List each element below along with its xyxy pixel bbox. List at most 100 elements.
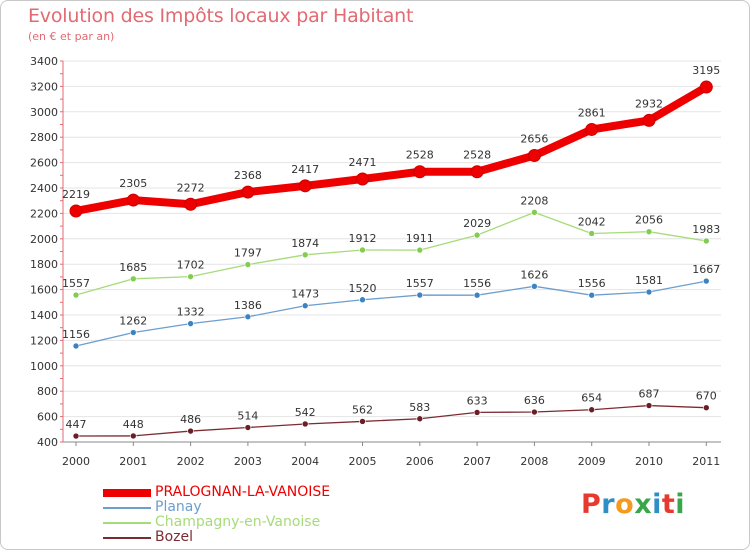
data-point (72, 432, 80, 440)
data-label: 1797 (234, 247, 262, 260)
y-tick-label: 2800 (30, 131, 58, 144)
data-label: 1685 (119, 261, 147, 274)
x-tick-label: 2000 (62, 455, 90, 468)
data-point (187, 273, 194, 280)
data-point (588, 291, 596, 299)
data-label: 2056 (635, 214, 663, 227)
data-point (699, 80, 713, 94)
data-label: 583 (409, 401, 430, 414)
data-point (187, 427, 194, 435)
data-point (645, 288, 653, 296)
data-label: 2528 (406, 149, 434, 162)
data-label: 670 (696, 390, 717, 403)
data-point (588, 230, 596, 237)
data-label: 447 (66, 418, 87, 431)
logo-letter: t (661, 489, 676, 520)
series-line-champagny-en-vanoise (75, 211, 707, 296)
data-label: 2305 (119, 177, 147, 190)
legend-item: Bozel (103, 529, 403, 545)
logo-letter: x (634, 489, 653, 520)
data-point (126, 193, 140, 207)
data-label: 687 (639, 388, 660, 401)
data-label: 636 (524, 394, 545, 407)
data-labels: 447 448 486 514 542 562 583 633 636 654 687 670 1557… (62, 64, 720, 431)
y-tick-label: 3400 (30, 55, 58, 68)
x-tick-label: 2006 (406, 455, 434, 468)
y-tick-label: 3000 (30, 106, 58, 119)
series-line-planay (75, 280, 707, 347)
x-tick-label: 2005 (349, 455, 377, 468)
x-tick-label: 2009 (578, 455, 606, 468)
x-tick-label: 2010 (635, 455, 663, 468)
data-point (473, 409, 481, 416)
data-label: 2417 (291, 163, 319, 176)
data-point (301, 420, 309, 428)
series-lines (69, 80, 713, 440)
data-label: 654 (581, 392, 602, 405)
data-point (702, 237, 710, 245)
legend: PRALOGNAN-LA-VANOISE Planay Champagny-en-V… (103, 484, 403, 545)
data-label: 1911 (406, 232, 434, 245)
data-label: 2861 (578, 106, 606, 119)
legend-label: Bozel (155, 529, 194, 545)
data-label: 1332 (177, 306, 205, 319)
axes: 400 600 800 1000 1200 1400 1600 1800 2000 2200 240… (30, 55, 721, 468)
y-tick-label: 2200 (30, 207, 58, 220)
data-point (130, 329, 137, 336)
data-label: 1983 (692, 223, 720, 236)
legend-item: PRALOGNAN-LA-VANOISE (103, 484, 403, 500)
data-label: 1557 (62, 277, 90, 290)
y-tick-label: 1600 (30, 284, 58, 297)
data-label: 2368 (234, 169, 262, 182)
data-label: 2272 (177, 181, 205, 194)
data-label: 2471 (349, 156, 377, 169)
proxiti-logo: Proxiti (581, 489, 685, 520)
data-label: 3195 (692, 64, 720, 77)
data-label: 1156 (62, 328, 90, 341)
y-tick-label: 1800 (30, 258, 58, 271)
data-label: 514 (237, 410, 258, 423)
data-point (356, 172, 369, 186)
data-point (473, 291, 481, 299)
data-label: 1667 (692, 263, 720, 276)
data-label: 1702 (177, 259, 205, 272)
y-tick-label: 1000 (30, 360, 58, 373)
data-point (531, 282, 538, 290)
x-tick-label: 2011 (692, 455, 720, 468)
y-tick-label: 2000 (30, 233, 58, 246)
data-point (130, 275, 137, 283)
data-label: 2208 (520, 194, 548, 207)
legend-label: Champagny-en-Vanoise (155, 514, 321, 530)
data-point (645, 402, 653, 409)
y-tick-label: 3200 (30, 80, 58, 93)
logo-letter: o (615, 489, 635, 520)
series-line-bozel (75, 404, 707, 437)
x-tick-label: 2004 (291, 455, 319, 468)
data-label: 1262 (119, 315, 147, 328)
data-point (69, 204, 83, 218)
x-tick-label: 2007 (463, 455, 491, 468)
data-point (359, 296, 366, 304)
data-label: 1386 (234, 299, 262, 312)
data-label: 1520 (349, 282, 377, 295)
data-point (702, 404, 710, 412)
logo-letter: r (601, 489, 616, 520)
data-label: 1581 (635, 274, 663, 287)
data-point (298, 179, 312, 193)
data-label: 633 (467, 394, 488, 407)
data-label: 2042 (578, 215, 606, 228)
x-tick-label: 2008 (520, 455, 548, 468)
data-label: 542 (295, 406, 316, 419)
legend-swatch (103, 522, 151, 524)
data-point (416, 415, 424, 423)
data-label: 1912 (349, 232, 377, 245)
legend-label: PRALOGNAN-LA-VANOISE (155, 484, 331, 500)
data-point (702, 277, 710, 285)
data-label: 2029 (463, 217, 491, 230)
logo-letter: P (581, 489, 602, 520)
data-point (473, 231, 481, 239)
x-tick-label: 2003 (234, 455, 262, 468)
y-tick-label: 1400 (30, 309, 58, 322)
